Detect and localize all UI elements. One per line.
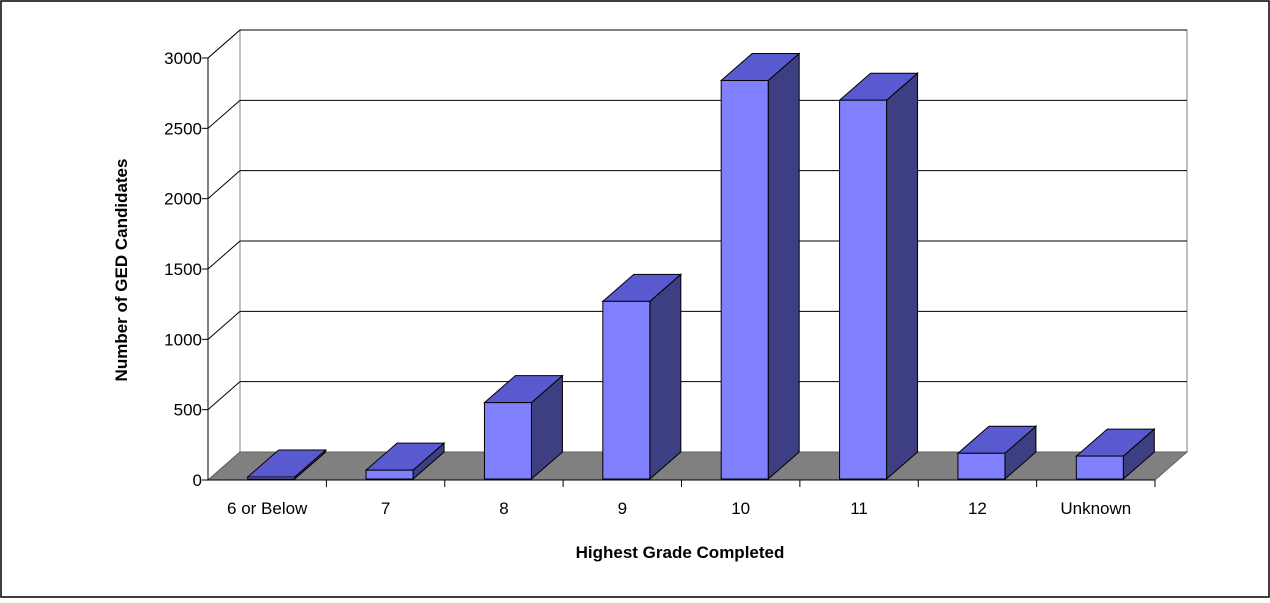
bar-side — [649, 273, 682, 481]
bar-front — [1075, 455, 1124, 480]
chart-floor — [206, 451, 1189, 481]
x-tick-label: 9 — [618, 499, 627, 518]
bar-front — [602, 300, 651, 480]
y-tick-label: 2500 — [164, 119, 202, 138]
y-tick-label: 0 — [193, 471, 202, 490]
gridline-depth — [207, 381, 241, 411]
x-tick-label: 8 — [499, 499, 508, 518]
bar-front — [483, 402, 532, 480]
bar-6-or-below — [246, 448, 328, 481]
gridline-depth — [207, 310, 241, 340]
bar-front — [365, 469, 414, 480]
bar-7 — [364, 442, 446, 481]
y-tick-label: 3000 — [164, 49, 202, 68]
y-axis-title: Number of GED Candidates — [112, 159, 131, 382]
gridline-depth — [207, 170, 241, 200]
bar-9 — [601, 273, 683, 481]
bar-front — [839, 99, 888, 480]
gridline-depth — [207, 99, 241, 129]
x-tick-label: 7 — [381, 499, 390, 518]
x-axis-title: Highest Grade Completed — [576, 543, 785, 562]
bar-side — [886, 72, 919, 481]
y-axis-ticks: 0 500 1000 1500 2000 2500 3000 — [164, 49, 209, 490]
bars — [246, 52, 1156, 481]
bar-10 — [719, 52, 801, 481]
y-tick-label: 2000 — [164, 190, 202, 209]
x-tick-label: 6 or Below — [227, 499, 308, 518]
x-axis-ticks: 6 or Below 7 8 9 10 11 12 Unknown — [227, 480, 1156, 518]
x-tick-label: 10 — [731, 499, 750, 518]
bar-side — [767, 52, 800, 481]
x-tick-label: Unknown — [1060, 499, 1131, 518]
bar-unknown — [1074, 427, 1156, 481]
gridline-depth — [207, 29, 241, 59]
bar-front — [720, 80, 769, 480]
y-tick-label: 1000 — [164, 330, 202, 349]
gridline-depth — [207, 240, 241, 270]
floor-plane — [206, 451, 1189, 481]
bar-front — [247, 476, 296, 480]
bar-8 — [483, 374, 564, 481]
gridlines — [207, 29, 1187, 411]
x-tick-label: 12 — [968, 499, 987, 518]
y-tick-label: 1500 — [164, 260, 202, 279]
bar-front — [957, 452, 1006, 480]
chart-walls — [207, 28, 1188, 482]
x-tick-label: 11 — [850, 499, 868, 518]
bar-11 — [838, 72, 919, 481]
bar-12 — [956, 425, 1038, 481]
y-tick-label: 500 — [174, 401, 202, 420]
